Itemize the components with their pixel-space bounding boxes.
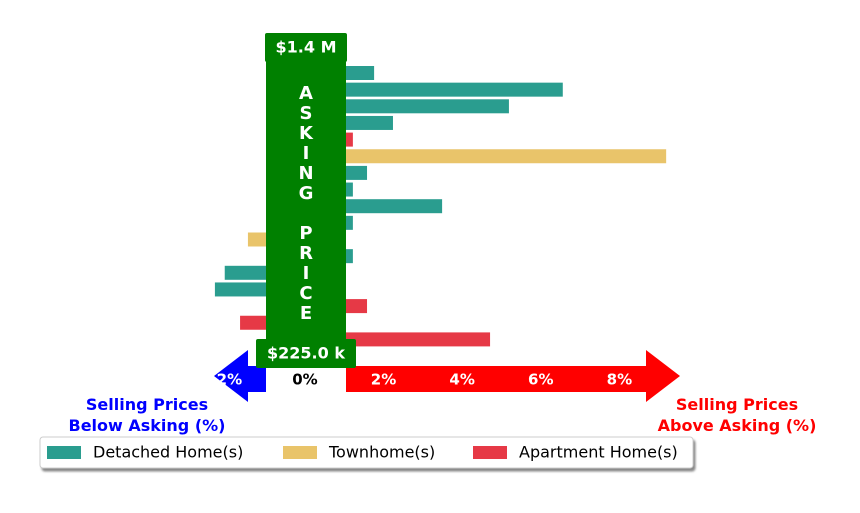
legend-label: Detached Home(s) xyxy=(93,443,243,462)
bar xyxy=(304,149,667,164)
legend-label: Apartment Home(s) xyxy=(519,443,678,462)
bar xyxy=(304,99,509,114)
right-label: Selling Prices Above Asking (%) xyxy=(658,395,817,435)
x-tick-label: 4% xyxy=(449,371,474,389)
right-arrow xyxy=(346,350,680,402)
x-tick-label: 8% xyxy=(607,371,632,389)
ticks: -2% 0% 2% 4% 6% 8% xyxy=(210,362,632,389)
left-label: Selling Prices Below Asking (%) xyxy=(69,395,226,435)
bottom-label: $225.0 k xyxy=(267,344,345,363)
top-label: $1.4 M xyxy=(276,38,337,57)
legend-label: Townhome(s) xyxy=(328,443,435,462)
bar xyxy=(304,82,563,97)
x-tick-label: 2% xyxy=(371,371,396,389)
x-tick-label: 0% xyxy=(292,371,317,389)
bottom-label-box xyxy=(256,339,356,368)
x-tick-label: -2% xyxy=(210,371,242,389)
legend-swatch xyxy=(473,446,507,459)
legend-box xyxy=(39,436,694,469)
legend-swatch xyxy=(47,446,81,459)
x-tick-label: 6% xyxy=(528,371,553,389)
left-arrow xyxy=(214,350,266,402)
top-label-box xyxy=(265,33,347,62)
asking-band xyxy=(266,40,346,358)
legend-swatch xyxy=(283,446,317,459)
legend: Detached Home(s) Townhome(s) Apartment Hom… xyxy=(47,443,678,462)
